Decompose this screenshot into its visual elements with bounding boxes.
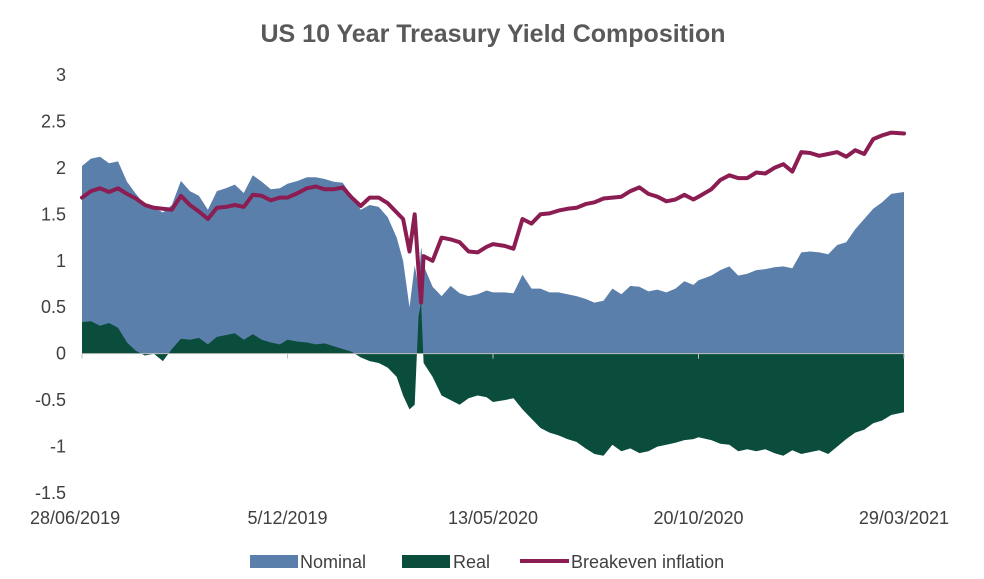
x-tick-label: 29/03/2021 <box>859 508 949 528</box>
y-tick-label: -0.5 <box>35 390 66 410</box>
y-tick-label: -1 <box>50 437 66 457</box>
legend: Nominal Real Breakeven inflation <box>250 552 724 572</box>
x-axis: 28/06/2019 5/12/2019 13/05/2020 20/10/2020 2… <box>30 508 949 528</box>
y-axis: 3 2.5 2 1.5 1 0.5 0 -0.5 -1 -1.5 <box>35 65 66 503</box>
series-real-area <box>82 302 904 456</box>
y-tick-label: 1 <box>56 251 66 271</box>
y-tick-label: 2 <box>56 158 66 178</box>
legend-label-breakeven: Breakeven inflation <box>571 552 724 572</box>
legend-label-real: Real <box>453 552 490 572</box>
x-tick-label: 20/10/2020 <box>653 508 743 528</box>
legend-label-nominal: Nominal <box>300 552 366 572</box>
x-axis-tickmarks <box>81 353 905 359</box>
series-breakeven-line <box>80 130 906 305</box>
y-tick-label: -1.5 <box>35 483 66 503</box>
legend-swatch-nominal <box>250 555 298 568</box>
y-tick-label: 3 <box>56 65 66 85</box>
x-tick-label: 28/06/2019 <box>30 508 120 528</box>
chart-title: US 10 Year Treasury Yield Composition <box>260 20 725 48</box>
plot-area <box>80 130 906 456</box>
y-tick-label: 0 <box>56 344 66 364</box>
legend-swatch-real <box>402 555 450 568</box>
x-tick-label: 13/05/2020 <box>448 508 538 528</box>
y-tick-label: 2.5 <box>41 111 66 131</box>
y-tick-label: 1.5 <box>41 204 66 224</box>
y-tick-label: 0.5 <box>41 297 66 317</box>
series-nominal-area <box>82 156 904 354</box>
x-tick-label: 5/12/2019 <box>247 508 327 528</box>
